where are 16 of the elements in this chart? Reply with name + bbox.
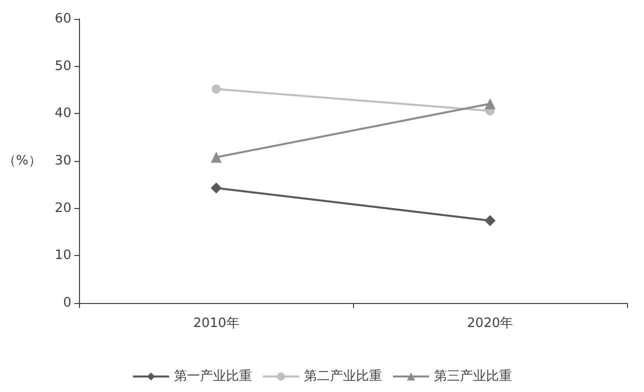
legend-label: 第一产业比重 xyxy=(174,369,252,384)
point xyxy=(484,215,496,226)
y-tick-label: 40 xyxy=(54,106,72,122)
x-tick-label: 2010年 xyxy=(193,316,240,331)
point xyxy=(212,84,221,94)
y-tick-label: 0 xyxy=(63,296,72,310)
y-tick-label: 10 xyxy=(54,248,72,264)
y-tick-label: 20 xyxy=(54,200,72,216)
x-tick-label: 2020年 xyxy=(467,316,514,331)
y-axis-title: （%） xyxy=(2,154,42,168)
y-tick-label: 30 xyxy=(54,154,72,168)
y-tick-label: 60 xyxy=(54,12,72,26)
legend-label: 第三产业比重 xyxy=(434,369,512,384)
y-tick-label: 50 xyxy=(54,58,72,74)
point xyxy=(210,182,222,194)
legend-label: 第二产业比重 xyxy=(304,369,382,384)
